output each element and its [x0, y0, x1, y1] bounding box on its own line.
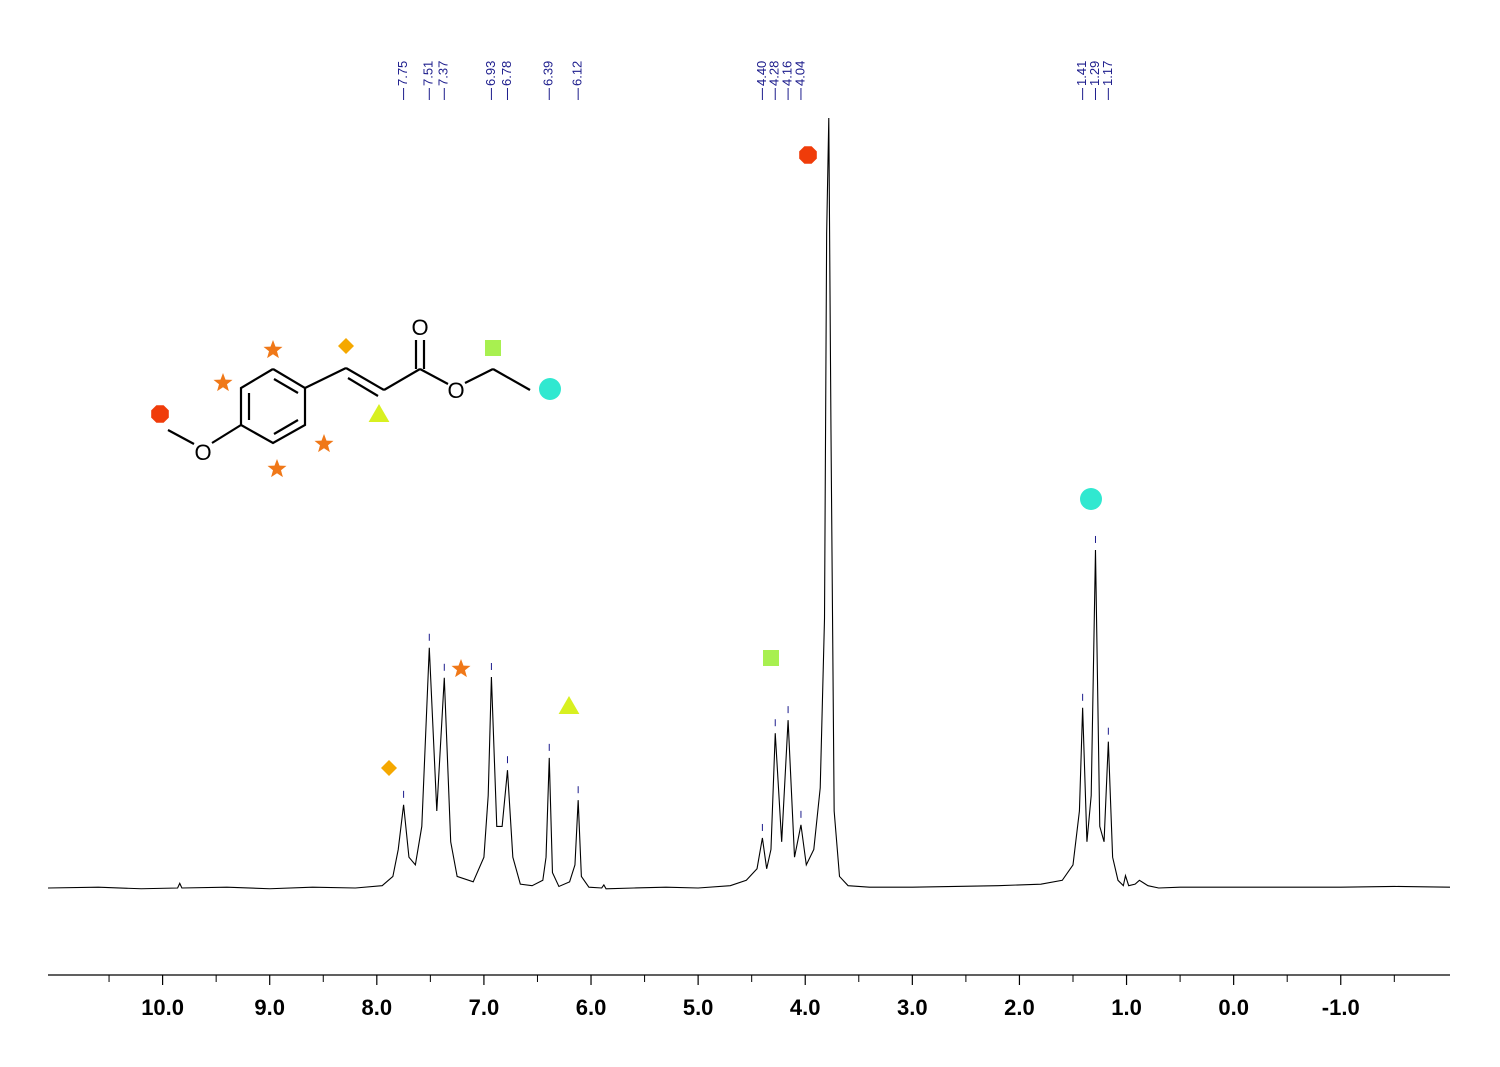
- peak-label: 4.40: [754, 61, 769, 86]
- diamond-symbol: [338, 338, 354, 354]
- square-symbol: [485, 340, 501, 356]
- star-symbol: [314, 434, 334, 453]
- peak-label: 1.29: [1087, 61, 1102, 86]
- star-symbol: [267, 459, 287, 478]
- triangle-symbol: [368, 404, 390, 422]
- atom-label: O: [447, 378, 464, 403]
- peak-label: 4.16: [780, 61, 795, 86]
- peak-label: 4.28: [767, 61, 782, 86]
- bond: [492, 368, 531, 391]
- bond: [167, 429, 195, 445]
- x-tick-label: 9.0: [254, 995, 285, 1020]
- x-tick-label: 6.0: [576, 995, 607, 1020]
- molecule: [167, 340, 531, 445]
- square-symbol: [763, 650, 779, 666]
- octagon-symbol: [151, 405, 169, 423]
- x-tick-label: 4.0: [790, 995, 821, 1020]
- triangle-symbol: [558, 696, 580, 714]
- x-tick-label: 8.0: [362, 995, 393, 1020]
- double-bond: [347, 377, 379, 397]
- bond: [383, 368, 421, 391]
- star-symbol: [263, 340, 283, 359]
- peak-label: 6.12: [570, 61, 585, 86]
- diamond-symbol: [381, 760, 397, 776]
- peak-label: 7.75: [395, 61, 410, 86]
- peak-label: 6.39: [541, 61, 556, 86]
- star-symbol: [451, 659, 471, 678]
- circle-symbol: [539, 378, 561, 400]
- bond: [464, 368, 494, 384]
- x-tick-label: 3.0: [897, 995, 928, 1020]
- assignment-symbols: [151, 146, 1102, 776]
- x-tick-label: -1.0: [1322, 995, 1360, 1020]
- atom-label: O: [194, 440, 211, 465]
- x-tick-label: 0.0: [1218, 995, 1249, 1020]
- x-tick-label: 2.0: [1004, 995, 1035, 1020]
- peak-label: 7.51: [421, 61, 436, 86]
- peak-label: 1.17: [1100, 61, 1115, 86]
- peak-label: 1.41: [1074, 61, 1089, 86]
- spectrum-line: [47, 117, 1451, 890]
- star-symbol: [213, 373, 233, 392]
- x-tick-label: 10.0: [141, 995, 184, 1020]
- circle-symbol: [1080, 488, 1102, 510]
- bond: [304, 367, 347, 389]
- peak-label: 6.78: [499, 61, 514, 86]
- peak-label: 4.04: [792, 61, 807, 86]
- peak-label: 6.93: [483, 61, 498, 86]
- ring-double-bond: [273, 378, 299, 394]
- x-tick-label: 7.0: [469, 995, 500, 1020]
- bond: [419, 368, 449, 385]
- atom-label: O: [411, 315, 428, 340]
- x-tick-label: 1.0: [1111, 995, 1142, 1020]
- ring-double-bond: [273, 419, 299, 435]
- bond: [345, 367, 385, 391]
- peak-label: 7.37: [436, 61, 451, 86]
- benzene-ring: [239, 368, 307, 445]
- bond: [211, 424, 242, 444]
- x-tick-label: 5.0: [683, 995, 714, 1020]
- octagon-symbol: [799, 146, 817, 164]
